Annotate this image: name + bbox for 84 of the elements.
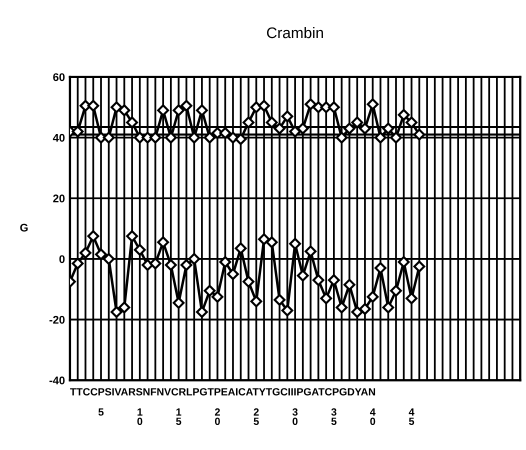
point xyxy=(366,290,379,303)
point xyxy=(406,116,418,128)
point xyxy=(80,246,92,259)
point xyxy=(374,132,386,144)
point xyxy=(196,306,208,318)
y-tick-label: -20 xyxy=(49,316,65,324)
point xyxy=(266,236,278,248)
y-tick-label: -40 xyxy=(49,376,65,384)
point xyxy=(87,100,100,112)
y-axis-title: G xyxy=(20,224,28,232)
point xyxy=(118,104,130,116)
point xyxy=(289,126,302,138)
point xyxy=(281,110,294,122)
point xyxy=(351,306,364,318)
x-tick-label: 1 0 xyxy=(137,408,142,426)
point xyxy=(274,294,286,306)
y-tick-label: 20 xyxy=(53,194,65,202)
point xyxy=(188,252,200,265)
point xyxy=(134,244,146,256)
point xyxy=(180,259,192,271)
point xyxy=(110,101,122,114)
y-tick-label: 0 xyxy=(59,255,65,264)
point xyxy=(149,132,162,144)
point xyxy=(382,122,394,134)
point xyxy=(258,233,270,246)
point xyxy=(312,274,324,286)
point xyxy=(358,303,371,315)
point xyxy=(281,304,294,316)
point xyxy=(374,262,386,274)
point xyxy=(413,260,426,272)
point xyxy=(180,100,192,112)
point xyxy=(351,116,364,128)
x-tick-label: 5 xyxy=(98,408,104,416)
point xyxy=(250,295,262,308)
point xyxy=(87,230,100,242)
point xyxy=(328,101,340,114)
point xyxy=(242,276,254,288)
point xyxy=(413,128,426,141)
point xyxy=(126,116,138,128)
x-tick-label: 4 0 xyxy=(370,408,376,426)
point xyxy=(343,122,356,134)
point xyxy=(157,236,170,248)
point xyxy=(258,100,270,112)
x-tick-label: 4 5 xyxy=(408,408,414,426)
y-tick-label: 40 xyxy=(52,134,65,142)
point xyxy=(336,302,348,314)
x-tick-label: 2 5 xyxy=(254,408,259,426)
point xyxy=(164,259,177,271)
x-tick-label: 1 5 xyxy=(176,408,182,426)
point xyxy=(390,132,402,144)
chart-title: Crambin xyxy=(267,26,323,38)
point xyxy=(110,306,122,318)
point xyxy=(172,104,185,116)
point xyxy=(227,268,239,280)
point xyxy=(204,132,216,144)
point xyxy=(102,252,115,265)
point xyxy=(219,127,232,140)
y-tick-label: 60 xyxy=(53,73,65,82)
point xyxy=(219,256,232,268)
x-axis-title: TTCCPSIVARSNFNVCRLPGTPEAICATYTGCIIIPGATCPGDYAN xyxy=(70,388,376,396)
point xyxy=(336,132,348,144)
x-tick-label: 2 0 xyxy=(214,408,220,426)
point xyxy=(382,302,394,314)
x-tick-label: 3 0 xyxy=(292,408,298,426)
point xyxy=(398,256,410,268)
point xyxy=(118,302,130,314)
point xyxy=(304,98,317,110)
point xyxy=(320,292,332,304)
point xyxy=(72,126,84,138)
point xyxy=(358,122,371,134)
point xyxy=(398,108,410,121)
point xyxy=(126,230,138,242)
point xyxy=(289,238,302,250)
point xyxy=(296,122,309,134)
point xyxy=(212,290,224,303)
point xyxy=(102,132,115,144)
point xyxy=(266,116,278,128)
point xyxy=(242,116,254,128)
point xyxy=(204,284,216,297)
point xyxy=(390,284,402,297)
point xyxy=(95,248,107,260)
point xyxy=(274,122,286,134)
point xyxy=(72,258,84,270)
x-tick-label: 3 5 xyxy=(331,408,337,426)
